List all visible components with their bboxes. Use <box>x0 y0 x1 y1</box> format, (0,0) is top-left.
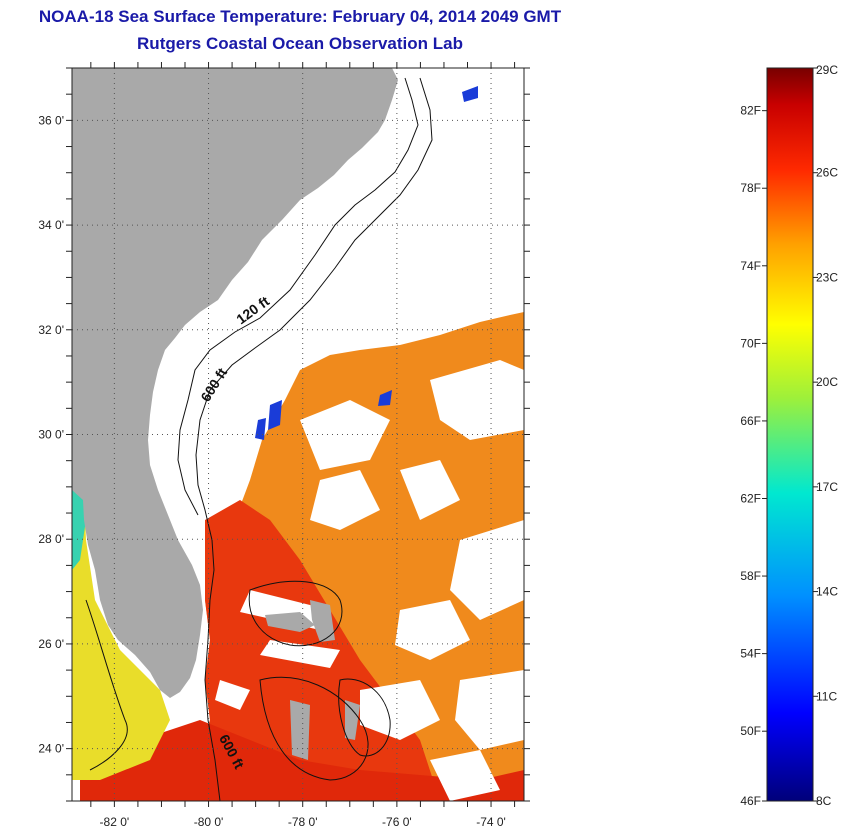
axis-ticks <box>66 62 530 807</box>
map-title: NOAA-18 Sea Surface Temperature: Februar… <box>38 7 562 26</box>
colorbar-c-label: 26C <box>816 166 838 180</box>
bahamas-land <box>265 600 360 760</box>
colorbar-c-label: 29C <box>816 63 838 77</box>
map-subtitle: Rutgers Coastal Ocean Observation Lab <box>137 34 463 53</box>
lat-tick-label: 32 0' <box>38 323 64 337</box>
lon-tick-label: -78 0' <box>288 815 318 829</box>
lon-tick-label: -80 0' <box>194 815 224 829</box>
colorbar-c-label: 14C <box>816 585 838 599</box>
colorbar-c-label: 20C <box>816 375 838 389</box>
lat-tick-label: 34 0' <box>38 218 64 232</box>
lat-tick-label: 28 0' <box>38 532 64 546</box>
lon-tick-label: -82 0' <box>100 815 130 829</box>
gulf-shelf-cool-edge <box>72 490 86 570</box>
colorbar-celsius-labels: 29C 26C 23C 20C 17C 14C 11C 8C <box>816 63 838 808</box>
lon-tick-label: -74 0' <box>476 815 506 829</box>
longitude-axis: -82 0' -80 0' -78 0' -76 0' -74 0' <box>100 815 506 829</box>
lat-tick-label: 24 0' <box>38 742 64 756</box>
cloud-cover <box>215 360 524 801</box>
colorbar-c-label: 17C <box>816 480 838 494</box>
land-mainland <box>72 68 398 698</box>
colorbar-c-label: 8C <box>816 794 832 808</box>
red-bahamas-water <box>80 720 524 801</box>
colorbar-f-label: 74F <box>740 259 761 273</box>
lat-tick-label: 30 0' <box>38 428 64 442</box>
colorbar-f-label: 62F <box>740 491 761 505</box>
latitude-axis: 36 0' 34 0' 32 0' 30 0' 28 0' 26 0' 24 0' <box>38 113 64 755</box>
colorbar-fahrenheit-labels: 82F 78F 74F 70F 66F 62F 58F 54F 50F 46F <box>740 104 761 808</box>
colorbar-f-label: 70F <box>740 336 761 350</box>
colorbar-f-label: 54F <box>740 647 761 661</box>
isobath-contours <box>85 77 433 801</box>
colorbar-c-label: 11C <box>816 689 837 703</box>
colorbar-f-label: 58F <box>740 569 761 583</box>
graticule <box>72 68 524 801</box>
lat-tick-label: 26 0' <box>38 637 64 651</box>
colorbar-f-label: 46F <box>740 794 761 808</box>
colorbar-f-label: 82F <box>740 104 761 118</box>
colorbar-f-label: 50F <box>740 724 761 738</box>
colorbar-c-label: 23C <box>816 270 838 284</box>
colorbar-ticks <box>762 67 818 802</box>
colorbar-f-label: 66F <box>740 414 761 428</box>
lat-tick-label: 36 0' <box>38 113 64 127</box>
colorbar <box>766 67 814 802</box>
lon-tick-label: -76 0' <box>382 815 412 829</box>
map-area <box>72 68 524 801</box>
colorbar-f-label: 78F <box>740 181 761 195</box>
cold-water-patches <box>255 86 478 440</box>
gulf-shelf-water <box>72 490 170 780</box>
